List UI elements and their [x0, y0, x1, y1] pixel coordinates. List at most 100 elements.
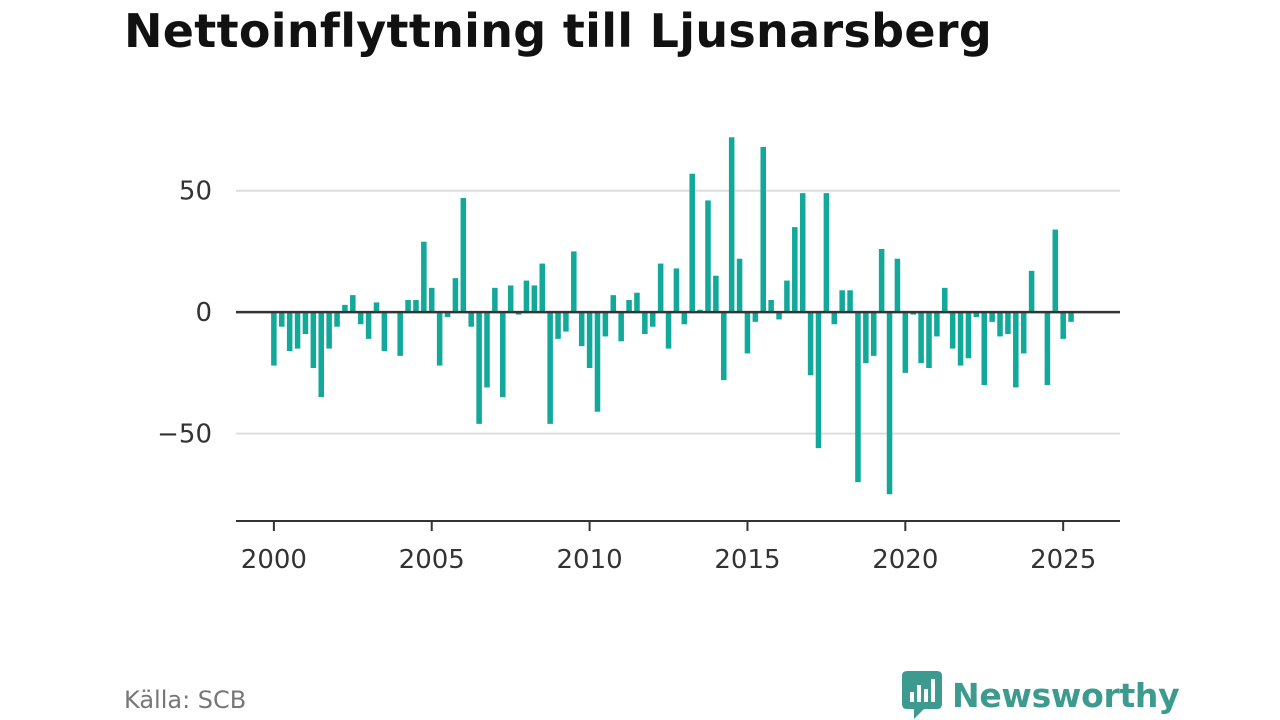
x-tick-labels: 2000 2005 2010 2015 2020 2025: [241, 545, 1096, 575]
brand-logo[interactable]: Newsworthy: [902, 671, 1180, 719]
bar: [365, 312, 372, 339]
bar: [271, 312, 277, 366]
bar: [863, 312, 869, 364]
bar: [634, 292, 640, 313]
bar: [1005, 312, 1011, 334]
source-label: Källa: SCB: [124, 686, 247, 714]
bar: [507, 285, 514, 313]
bar: [460, 198, 467, 313]
bar: [713, 275, 719, 313]
bar: [752, 312, 759, 322]
bar: [957, 312, 964, 366]
bar: [610, 295, 617, 313]
bar: [894, 258, 901, 313]
bar: [642, 312, 648, 334]
brand-name: Newsworthy: [952, 675, 1180, 715]
bar: [357, 312, 364, 325]
bar: [657, 263, 664, 313]
bar: [413, 300, 419, 313]
bar: [334, 312, 340, 327]
bar: [547, 312, 553, 424]
bar: [736, 258, 743, 313]
newsworthy-logo-icon: [902, 671, 942, 719]
bar: [721, 312, 727, 381]
bar: [531, 285, 538, 313]
bar: [626, 300, 632, 313]
bar: [539, 263, 546, 313]
bar: [563, 312, 569, 332]
bar: [665, 312, 672, 349]
bar: [823, 193, 830, 313]
bars: [271, 137, 1074, 495]
bar: [492, 287, 498, 313]
bar: [847, 290, 853, 313]
bar: [326, 312, 332, 349]
x-tick-label: 2005: [399, 545, 465, 575]
bar: [768, 300, 774, 313]
bar: [918, 312, 924, 364]
bar: [318, 312, 325, 398]
bar: [744, 312, 751, 354]
bar: [342, 304, 348, 313]
bar: [286, 312, 293, 351]
gridlines: [236, 189, 1120, 435]
bar: [294, 312, 301, 349]
bar: [965, 312, 972, 359]
bar: [934, 312, 940, 337]
bar: [1068, 312, 1074, 322]
bar: [373, 302, 380, 313]
bar: [689, 173, 695, 313]
bar: [279, 312, 285, 327]
bar: [452, 278, 459, 313]
x-tick-label: 2020: [872, 545, 938, 575]
bar: [728, 137, 735, 313]
bar: [792, 227, 798, 313]
bar: [902, 312, 909, 373]
bar: [649, 312, 656, 327]
chart-title: Nettoinflyttning till Ljusnarsberg: [124, 4, 993, 58]
x-tick-label: 2000: [241, 545, 307, 575]
bar: [784, 280, 790, 313]
bar: [310, 312, 317, 368]
bar: [949, 312, 956, 349]
bar: [807, 312, 814, 376]
bar: [484, 312, 490, 388]
bar: [381, 312, 388, 351]
bar: [436, 312, 443, 366]
bar: [618, 312, 624, 342]
bar: [578, 312, 585, 347]
bar: [1052, 229, 1059, 313]
y-tick-label: −50: [157, 420, 212, 450]
bar: [476, 312, 482, 424]
bar: [855, 312, 861, 483]
bar: [444, 312, 451, 317]
bar: [870, 312, 877, 356]
bar: [981, 312, 988, 385]
bar: [586, 312, 593, 368]
bar: [1060, 312, 1066, 339]
y-tick-label: 0: [195, 298, 212, 328]
bar: [350, 295, 356, 313]
bar: [602, 312, 609, 337]
bar: [776, 312, 782, 320]
x-tick-label: 2025: [1030, 545, 1096, 575]
bar: [397, 312, 403, 356]
bar: [989, 312, 995, 322]
bar: [594, 312, 601, 412]
bar: [831, 312, 838, 325]
bar: [705, 200, 711, 313]
bar: [839, 290, 845, 313]
bar: [973, 312, 980, 317]
bar: [799, 193, 806, 313]
bar: [571, 251, 577, 313]
bar: [428, 287, 435, 313]
bar: [405, 300, 411, 313]
bar: [500, 312, 506, 398]
bar: [555, 312, 561, 339]
y-tick-labels: 50 0 −50: [157, 177, 212, 450]
bar: [942, 287, 948, 313]
bar: [421, 241, 427, 313]
bar: [760, 147, 767, 313]
bar: [1013, 312, 1019, 388]
